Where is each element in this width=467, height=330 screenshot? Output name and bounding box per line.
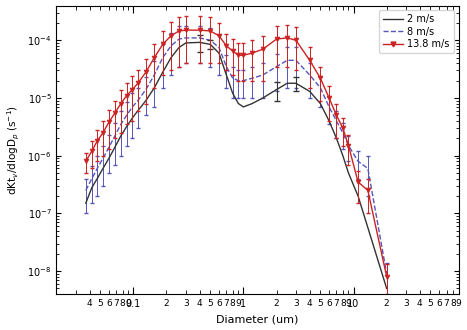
Y-axis label: dKt$_v$/dlogD$_p$ (s$^{-1}$): dKt$_v$/dlogD$_p$ (s$^{-1}$) xyxy=(6,105,22,195)
X-axis label: Diameter (um): Diameter (um) xyxy=(216,314,299,324)
Legend: 2 m/s, 8 m/s, 13.8 m/s: 2 m/s, 8 m/s, 13.8 m/s xyxy=(379,11,454,53)
